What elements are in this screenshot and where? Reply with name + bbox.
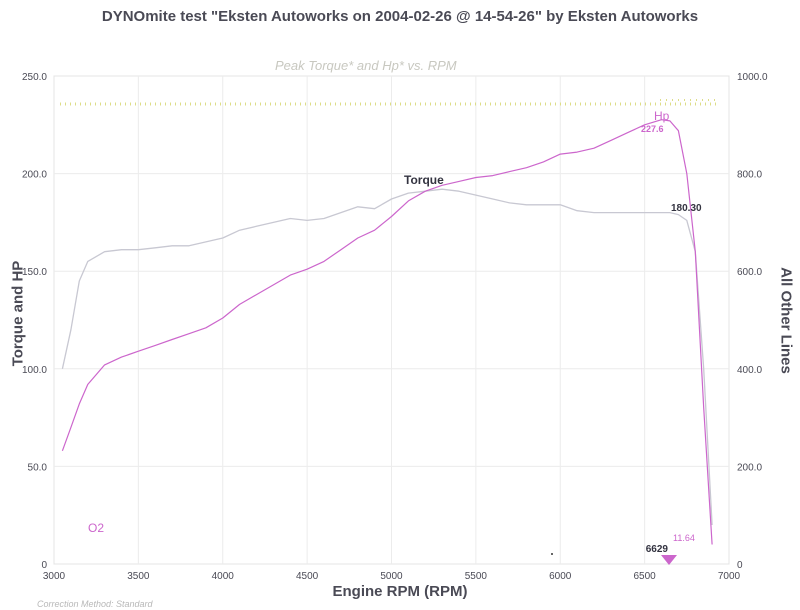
y-tick-label-left: 250.0 (22, 72, 47, 83)
peak-hp-value: 227.6 (641, 124, 664, 134)
o2-series-label: O2 (88, 521, 104, 535)
y-tick-label-left: 200.0 (22, 170, 47, 181)
y-tick-label-right: 200.0 (737, 462, 762, 473)
y-tick-label-left: 0 (41, 560, 47, 571)
y-tick-label-right: 0 (737, 560, 743, 571)
x-tick-label: 6000 (549, 571, 572, 582)
rpm-marker-value: 6629 (646, 544, 669, 555)
x-tick-label: 4000 (212, 571, 235, 582)
y-tick-label-left: 150.0 (22, 267, 47, 278)
x-tick-label: 7000 (718, 571, 741, 582)
stray-dot (551, 553, 553, 555)
x-tick-label: 6500 (634, 571, 657, 582)
x-tick-label: 5500 (465, 571, 488, 582)
torque-series-label: Torque (404, 173, 444, 187)
peak-torque-value: 180.30 (671, 203, 702, 214)
y-tick-label-left: 50.0 (28, 462, 48, 473)
hp-series-label: Hp (654, 109, 670, 123)
y-tick-label-right: 800.0 (737, 170, 762, 181)
rpm-marker-triangle (661, 555, 677, 565)
y-tick-label-right: 600.0 (737, 267, 762, 278)
y-tick-label-left: 100.0 (22, 365, 47, 376)
correction-footnote: Correction Method: Standard (37, 599, 153, 609)
chart-subtitle: Peak Torque* and Hp* vs. RPM (275, 58, 457, 73)
y-tick-label-right: 400.0 (737, 365, 762, 376)
x-tick-label: 4500 (296, 571, 319, 582)
series-line-hp (61, 119, 713, 545)
x-tick-label: 5000 (380, 571, 403, 582)
o2-marker-value: 11.64 (673, 533, 695, 543)
x-tick-label: 3000 (43, 571, 66, 582)
series-line-torque (61, 188, 713, 526)
y-tick-label-right: 1000.0 (737, 72, 768, 83)
x-axis-label: Engine RPM (RPM) (332, 583, 468, 600)
x-tick-label: 3500 (127, 571, 150, 582)
chart-title: DYNOmite test "Eksten Autoworks on 2004-… (101, 8, 699, 25)
